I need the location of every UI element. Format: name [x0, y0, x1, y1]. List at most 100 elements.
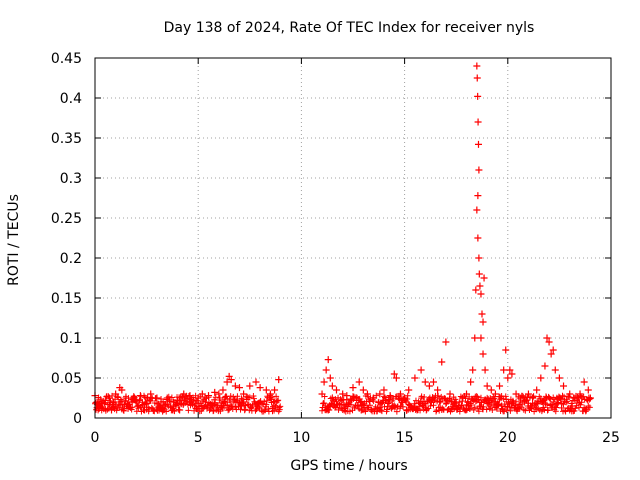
roti-point: [275, 376, 283, 384]
x-tick-label: 15: [396, 430, 414, 446]
roti-point: [147, 390, 155, 398]
roti-band-point: [561, 393, 568, 400]
roti-band-point: [276, 406, 283, 413]
roti-point: [376, 390, 384, 398]
roti-point: [471, 334, 479, 342]
roti-point: [223, 378, 231, 386]
roti-band-point: [552, 408, 559, 415]
roti-point: [541, 362, 549, 370]
roti-point: [478, 310, 486, 318]
roti-band-point: [418, 393, 425, 400]
roti-band-point: [489, 407, 496, 414]
roti-point: [219, 386, 227, 394]
roti-band-point: [231, 395, 238, 402]
roti-band-point: [121, 397, 128, 404]
roti-point: [403, 406, 411, 414]
roti-point: [560, 382, 568, 390]
roti-band-point: [417, 407, 424, 414]
roti-band-point: [229, 403, 236, 410]
roti-point: [479, 350, 487, 358]
roti-point: [198, 390, 206, 398]
roti-band-point: [503, 407, 510, 414]
roti-point: [547, 350, 555, 358]
roti-point: [481, 366, 489, 374]
roti-point: [211, 388, 219, 396]
roti-band-point: [275, 397, 282, 404]
roti-point: [421, 378, 429, 386]
roti-band-point: [225, 405, 232, 412]
roti-band-point: [319, 404, 326, 411]
roti-band-point: [383, 397, 390, 404]
roti-band-point: [228, 402, 235, 409]
roti-point: [180, 390, 188, 398]
roti-band-point: [120, 407, 127, 414]
roti-point: [401, 394, 409, 402]
roti-band-point: [249, 403, 256, 410]
roti-band-point: [400, 403, 407, 410]
roti-band-point: [273, 393, 280, 400]
roti-point: [388, 402, 396, 410]
roti-point: [339, 390, 347, 398]
roti-band-point: [480, 403, 487, 410]
roti-point: [485, 398, 493, 406]
roti-point: [143, 400, 151, 408]
x-tick-label: 20: [499, 430, 517, 446]
roti-point: [446, 390, 454, 398]
roti-band-point: [199, 398, 206, 405]
roti-band-point: [494, 402, 501, 409]
roti-point: [322, 366, 330, 374]
roti-point: [357, 406, 365, 414]
roti-point: [176, 406, 184, 414]
roti-band-point: [399, 399, 406, 406]
roti-point: [349, 384, 357, 392]
roti-point: [475, 254, 483, 262]
roti-band-point: [564, 398, 571, 405]
y-tick-label: 0.35: [51, 131, 82, 147]
roti-point: [320, 378, 328, 386]
roti-point: [566, 390, 574, 398]
roti-point: [95, 404, 103, 412]
roti-band-point: [546, 395, 553, 402]
roti-band-point: [542, 393, 549, 400]
data-bands: [92, 392, 594, 415]
roti-band-point: [190, 397, 197, 404]
roti-point: [153, 394, 161, 402]
roti-band-point: [384, 406, 391, 413]
roti-point: [235, 384, 243, 392]
roti-band-point: [385, 400, 392, 407]
roti-point: [124, 404, 132, 412]
roti-band-point: [421, 394, 428, 401]
roti-point: [474, 92, 482, 100]
roti-band-point: [382, 397, 389, 404]
roti-point: [105, 394, 113, 402]
roti-band-point: [262, 407, 269, 414]
roti-point: [504, 374, 512, 382]
roti-point: [328, 382, 336, 390]
roti-band-point: [471, 404, 478, 411]
grid-lines: [95, 58, 611, 418]
roti-band-point: [336, 401, 343, 408]
roti-point: [458, 394, 466, 402]
axis-ticks: 0 5 10 15 20 25 0 0.05 0.1 0.15 0.2 0.25 0.3 0.35 0.4 0…: [51, 51, 620, 446]
roti-band-point: [502, 393, 509, 400]
roti-point: [477, 290, 485, 298]
roti-point: [477, 334, 485, 342]
roti-point: [341, 404, 349, 412]
roti-point: [473, 74, 481, 82]
roti-band-point: [493, 405, 500, 412]
roti-point: [463, 390, 471, 398]
roti-point: [269, 404, 277, 412]
roti-point: [480, 274, 488, 282]
chart-title: Day 138 of 2024, Rate Of TEC Index for r…: [164, 20, 535, 36]
roti-band-point: [473, 393, 480, 400]
roti-band-point: [433, 408, 440, 415]
roti-band-point: [393, 408, 400, 415]
roti-band-point: [463, 407, 470, 414]
roti-band-point: [442, 401, 449, 408]
roti-point: [473, 206, 481, 214]
roti-point: [450, 404, 458, 412]
roti-point: [370, 394, 378, 402]
roti-band-point: [586, 404, 593, 411]
x-tick-label: 25: [602, 430, 620, 446]
data-points: [91, 62, 594, 414]
